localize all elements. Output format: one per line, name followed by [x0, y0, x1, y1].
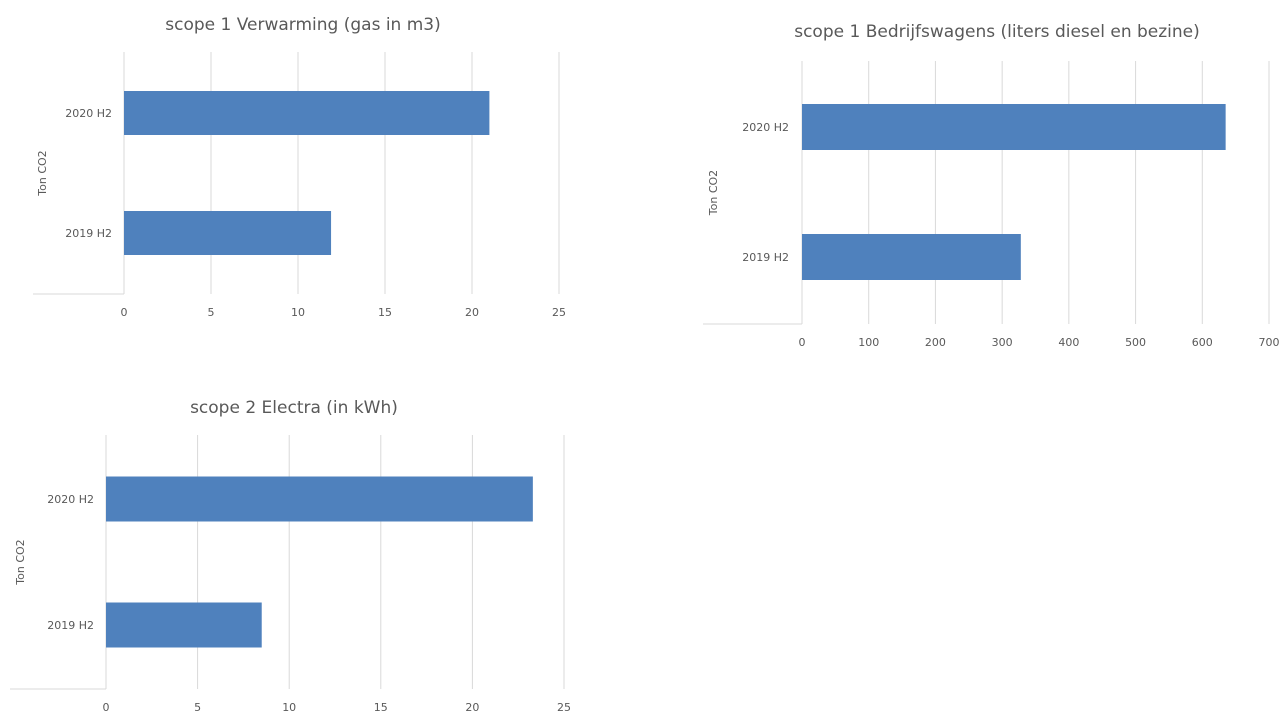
- chart-3-tick-label: 0: [103, 701, 110, 714]
- chart-3-tick-label: 10: [282, 701, 296, 714]
- chart-3-bar: [106, 476, 533, 522]
- chart-2-tick-label: 200: [925, 336, 946, 349]
- chart-2-category-label: 2019 H2: [742, 251, 789, 264]
- chart-3-tick-label: 25: [557, 701, 571, 714]
- chart-1-y-axis-label: Ton CO2: [36, 150, 49, 196]
- chart-1-tick-label: 20: [465, 306, 479, 319]
- chart-2-tick-label: 100: [858, 336, 879, 349]
- chart-3-tick-label: 20: [465, 701, 479, 714]
- chart-1-tick-label: 15: [378, 306, 392, 319]
- chart-1-category-label: 2019 H2: [65, 227, 112, 240]
- chart-2-tick-label: 600: [1192, 336, 1213, 349]
- chart-2-tick-label: 700: [1259, 336, 1280, 349]
- chart-2-tick-label: 300: [992, 336, 1013, 349]
- chart-2-bar: [802, 104, 1226, 150]
- chart-2-title: scope 1 Bedrijfswagens (liters diesel en…: [794, 22, 1200, 42]
- chart-3-tick-label: 5: [194, 701, 201, 714]
- chart-3-title: scope 2 Electra (in kWh): [190, 398, 398, 418]
- chart-1-tick-label: 25: [552, 306, 566, 319]
- chart-2-y-axis-label: Ton CO2: [707, 170, 720, 216]
- chart-1-bar: [124, 91, 490, 135]
- chart-2-bar: [802, 234, 1021, 280]
- chart-3-category-label: 2019 H2: [47, 619, 94, 632]
- chart-3-y-axis-label: Ton CO2: [14, 539, 27, 585]
- chart-3-category-label: 2020 H2: [47, 493, 94, 506]
- chart-1-tick-label: 10: [291, 306, 305, 319]
- chart-3-bar: [106, 602, 262, 648]
- chart-1-title: scope 1 Verwarming (gas in m3): [165, 15, 441, 35]
- chart-2-category-label: 2020 H2: [742, 121, 789, 134]
- chart-1-tick-label: 0: [121, 306, 128, 319]
- chart-2-tick-label: 400: [1058, 336, 1079, 349]
- chart-2-tick-label: 500: [1125, 336, 1146, 349]
- chart-1-tick-label: 5: [208, 306, 215, 319]
- chart-3-tick-label: 15: [374, 701, 388, 714]
- chart-1-category-label: 2020 H2: [65, 107, 112, 120]
- chart-1-bar: [124, 211, 332, 255]
- chart-2-tick-label: 0: [799, 336, 806, 349]
